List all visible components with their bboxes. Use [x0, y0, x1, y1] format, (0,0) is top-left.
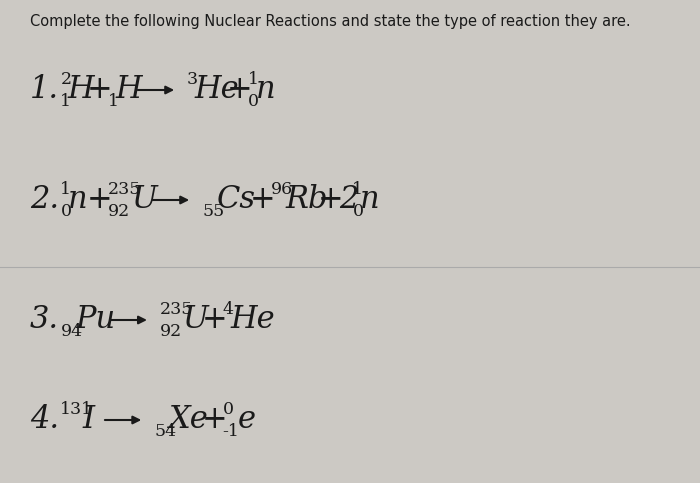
Text: Complete the following Nuclear Reactions and state the type of reaction they are: Complete the following Nuclear Reactions…	[30, 14, 631, 29]
Text: 92: 92	[160, 324, 182, 341]
Text: e: e	[238, 404, 256, 436]
Text: 1: 1	[60, 94, 71, 111]
Text: +: +	[202, 404, 227, 436]
Text: 2: 2	[340, 185, 358, 215]
Text: I: I	[83, 404, 95, 436]
Text: Xe: Xe	[169, 404, 209, 436]
Text: He: He	[230, 304, 275, 336]
Text: +: +	[227, 74, 253, 105]
Text: 54: 54	[154, 424, 176, 440]
Text: +: +	[87, 185, 113, 215]
Text: 235: 235	[160, 300, 193, 317]
Text: 1: 1	[108, 94, 119, 111]
Text: 0: 0	[60, 203, 71, 221]
Text: 1: 1	[248, 71, 259, 87]
Text: 1.: 1.	[30, 74, 59, 105]
Text: 1: 1	[352, 181, 363, 198]
Text: 55: 55	[202, 203, 224, 221]
Text: 0: 0	[223, 400, 234, 417]
Text: He: He	[195, 74, 239, 105]
Text: n: n	[68, 185, 88, 215]
Text: 235: 235	[108, 181, 141, 198]
Text: 96: 96	[271, 181, 293, 198]
Text: 92: 92	[108, 203, 131, 221]
Text: Pu: Pu	[76, 304, 116, 336]
Text: 3.: 3.	[30, 304, 59, 336]
Text: +: +	[202, 304, 227, 336]
Text: +: +	[249, 185, 275, 215]
Text: 4.: 4.	[30, 404, 59, 436]
Text: 0: 0	[248, 94, 259, 111]
Text: 131: 131	[60, 400, 94, 417]
Text: 3: 3	[187, 71, 198, 87]
Text: 4: 4	[223, 300, 234, 317]
Text: U: U	[182, 304, 208, 336]
Text: 2: 2	[60, 71, 71, 87]
Text: Rb: Rb	[286, 185, 328, 215]
Text: H: H	[68, 74, 95, 105]
Text: 1: 1	[60, 181, 71, 198]
Text: Cs: Cs	[217, 185, 256, 215]
Text: n: n	[256, 74, 275, 105]
Text: H: H	[116, 74, 142, 105]
Text: 0: 0	[352, 203, 363, 221]
Text: 2.: 2.	[30, 185, 59, 215]
Text: 94: 94	[60, 324, 83, 341]
Text: -1: -1	[223, 424, 239, 440]
Text: U: U	[131, 185, 157, 215]
Text: +: +	[318, 185, 344, 215]
Text: +: +	[87, 74, 113, 105]
Text: n: n	[360, 185, 379, 215]
